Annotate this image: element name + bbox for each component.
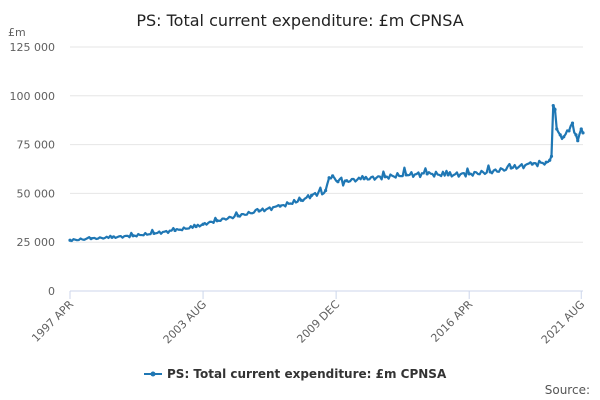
chart-title: PS: Total current expenditure: £m CPNSA xyxy=(136,11,463,30)
data-point xyxy=(383,175,387,179)
y-axis: 0 25 000 50 000 75 000 100 000 125 000 xyxy=(10,41,56,298)
data-point xyxy=(236,214,240,218)
data-point xyxy=(310,193,314,197)
data-point xyxy=(488,170,492,174)
x-tick-label: 2021 AUG xyxy=(539,298,588,347)
data-point xyxy=(345,179,349,183)
legend-series-label: PS: Total current expenditure: £m CPNSA xyxy=(167,367,447,381)
y-tick-label: 25 000 xyxy=(17,236,56,249)
data-point xyxy=(425,172,429,176)
x-axis: 1997 APR 2003 AUG 2009 DEC 2016 APR 2021 AUG xyxy=(29,290,588,347)
data-point xyxy=(215,219,219,223)
data-point xyxy=(467,172,471,176)
data-point xyxy=(446,173,450,177)
y-tick-label: 75 000 xyxy=(17,139,56,152)
data-point xyxy=(404,173,408,177)
data-point xyxy=(562,135,566,139)
data-point xyxy=(549,154,554,158)
legend[interactable]: PS: Total current expenditure: £m CPNSA xyxy=(144,367,447,381)
series-line xyxy=(69,104,585,243)
data-point xyxy=(548,158,552,162)
data-point xyxy=(544,160,548,164)
x-tick-label: 2009 DEC xyxy=(294,298,342,346)
data-point xyxy=(509,166,513,170)
data-point xyxy=(201,222,205,226)
data-point xyxy=(152,231,156,236)
data-point xyxy=(581,131,585,135)
y-tick-label: 125 000 xyxy=(10,41,56,54)
data-point xyxy=(551,103,555,108)
y-tick-label: 0 xyxy=(48,285,55,298)
data-point xyxy=(555,127,559,131)
data-point xyxy=(257,209,261,213)
data-point xyxy=(331,174,335,178)
data-point xyxy=(68,238,72,242)
data-point xyxy=(576,139,580,143)
data-point xyxy=(324,188,328,193)
y-tick-label: 100 000 xyxy=(10,90,56,103)
data-point xyxy=(278,204,282,208)
data-point xyxy=(362,177,366,181)
data-point xyxy=(110,235,114,239)
legend-series-marker xyxy=(150,371,156,377)
data-point xyxy=(558,133,562,137)
y-axis-unit: £m xyxy=(8,26,26,39)
data-point xyxy=(173,228,177,233)
x-tick-label: 1997 APR xyxy=(29,298,76,345)
y-tick-label: 50 000 xyxy=(17,187,56,200)
x-tick-label: 2016 APR xyxy=(428,298,475,345)
data-point xyxy=(567,129,571,133)
data-point xyxy=(194,224,198,229)
source-label: Source: xyxy=(545,383,590,397)
data-point xyxy=(299,198,303,202)
data-point xyxy=(570,121,575,125)
data-point xyxy=(327,176,331,180)
data-point xyxy=(553,107,557,112)
data-point xyxy=(336,180,340,184)
x-tick-label: 2003 AUG xyxy=(161,298,210,347)
data-point xyxy=(89,237,93,241)
data-point xyxy=(131,234,135,238)
data-point xyxy=(579,127,583,131)
series-group xyxy=(68,103,585,243)
data-point xyxy=(574,133,578,137)
gridlines xyxy=(70,46,583,243)
data-point xyxy=(530,162,534,166)
